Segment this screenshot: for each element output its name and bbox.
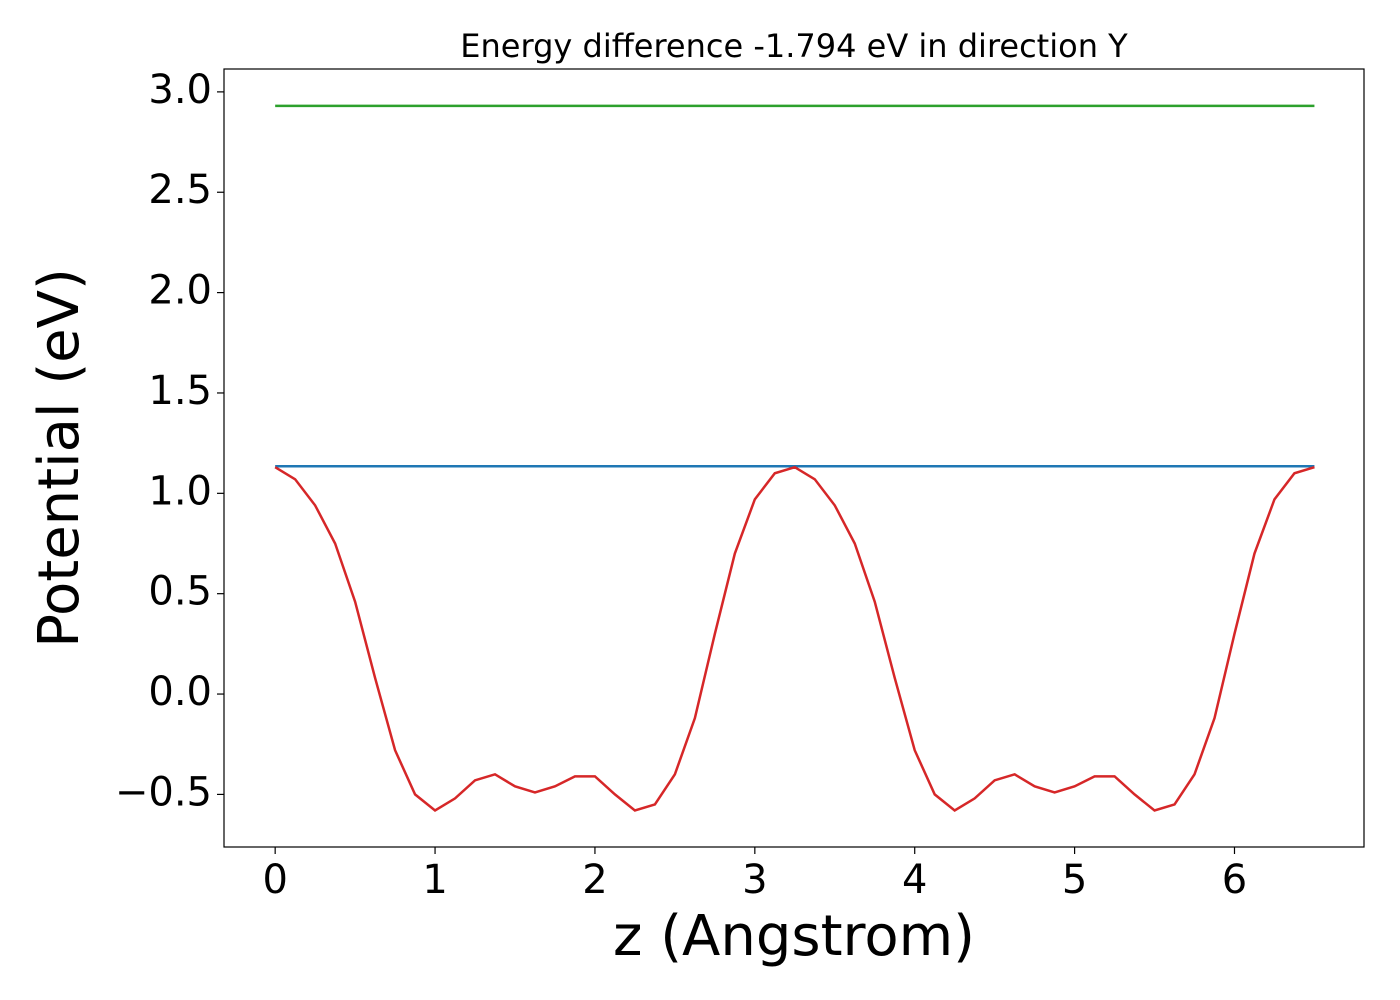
y-tick-label: −0.5 [115,769,212,815]
y-tick-label: 1.5 [148,368,212,414]
y-tick-label: 2.5 [148,167,212,213]
x-tick-label: 0 [262,857,287,903]
x-tick-label: 5 [1062,857,1087,903]
y-tick-label: 0.0 [148,669,212,715]
y-tick-label: 1.0 [148,468,212,514]
x-tick-label: 2 [582,857,607,903]
x-tick-label: 1 [422,857,447,903]
line-series [274,465,1315,812]
x-tick-label: 3 [742,857,767,903]
y-tick-label: 2.0 [148,268,212,314]
x-tick-label: 4 [902,857,927,903]
y-axis-label: Potential (eV) [27,268,92,648]
x-axis-label: z (Angstrom) [613,904,975,969]
y-tick-label: 3.0 [148,67,212,113]
x-tick-label: 6 [1222,857,1247,903]
chart-title: Energy difference -1.794 eV in direction… [460,27,1128,65]
plot-frame [223,68,1365,848]
y-tick-label: 0.5 [148,569,212,615]
